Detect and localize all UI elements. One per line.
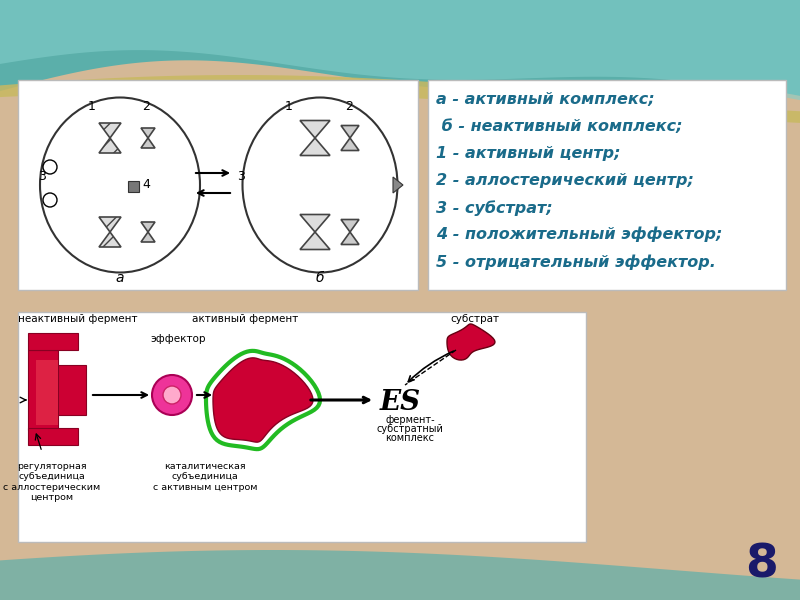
- Polygon shape: [213, 358, 313, 442]
- FancyBboxPatch shape: [18, 312, 586, 542]
- Polygon shape: [0, 0, 800, 96]
- Text: 2: 2: [345, 100, 353, 113]
- Text: неактивный фермент: неактивный фермент: [18, 314, 138, 324]
- Text: б - неактивный комплекс;: б - неактивный комплекс;: [436, 119, 682, 134]
- Text: 3 - субстрат;: 3 - субстрат;: [436, 200, 553, 216]
- Polygon shape: [0, 550, 800, 600]
- Circle shape: [152, 375, 192, 415]
- Polygon shape: [141, 138, 155, 148]
- Polygon shape: [341, 220, 359, 232]
- Polygon shape: [99, 138, 121, 153]
- Bar: [58, 365, 86, 415]
- Circle shape: [163, 386, 181, 404]
- Polygon shape: [341, 138, 359, 151]
- Bar: [28, 350, 58, 430]
- Polygon shape: [300, 121, 330, 138]
- Bar: [36, 360, 58, 425]
- Polygon shape: [141, 128, 155, 138]
- Text: регуляторная
субъединица
с аллостерическим
центром: регуляторная субъединица с аллостерическ…: [3, 462, 101, 502]
- Text: 1 - активный центр;: 1 - активный центр;: [436, 146, 621, 161]
- Text: а - активный комплекс;: а - активный комплекс;: [436, 92, 654, 107]
- Polygon shape: [99, 232, 121, 247]
- Text: 2: 2: [142, 100, 150, 113]
- Text: активный фермент: активный фермент: [192, 314, 298, 324]
- Polygon shape: [300, 138, 330, 155]
- Polygon shape: [141, 232, 155, 242]
- Bar: [128, 181, 139, 192]
- Polygon shape: [300, 214, 330, 232]
- Text: субстратный: субстратный: [377, 424, 443, 434]
- Bar: [28, 428, 78, 445]
- Text: фермент-: фермент-: [385, 415, 435, 425]
- Text: б: б: [316, 271, 324, 285]
- Polygon shape: [99, 123, 121, 138]
- Polygon shape: [0, 75, 800, 123]
- Text: 1: 1: [88, 100, 96, 113]
- Text: 5 - отрицательный эффектор.: 5 - отрицательный эффектор.: [436, 254, 716, 269]
- Polygon shape: [141, 222, 155, 232]
- Text: ES: ES: [379, 389, 421, 415]
- Text: субстрат: субстрат: [450, 314, 499, 324]
- Polygon shape: [447, 324, 495, 360]
- Text: а: а: [116, 271, 124, 285]
- Bar: [28, 333, 78, 350]
- FancyBboxPatch shape: [18, 80, 418, 290]
- Text: 2 - аллостерический центр;: 2 - аллостерический центр;: [436, 173, 694, 188]
- Polygon shape: [393, 177, 403, 193]
- Text: 4 - положительный эффектор;: 4 - положительный эффектор;: [436, 227, 722, 242]
- Polygon shape: [300, 232, 330, 250]
- Text: 8: 8: [746, 542, 778, 587]
- Polygon shape: [99, 217, 121, 232]
- Polygon shape: [341, 232, 359, 245]
- Text: 3: 3: [237, 170, 245, 183]
- Text: 3: 3: [38, 170, 46, 183]
- Text: эффектор: эффектор: [150, 334, 206, 344]
- Polygon shape: [0, 0, 800, 100]
- Polygon shape: [341, 125, 359, 138]
- FancyBboxPatch shape: [428, 80, 786, 290]
- Text: комплекс: комплекс: [386, 433, 434, 443]
- Text: каталитическая
субъединица
с активным центром: каталитическая субъединица с активным це…: [153, 462, 258, 492]
- Text: 4: 4: [142, 178, 150, 191]
- Text: 1: 1: [285, 100, 293, 113]
